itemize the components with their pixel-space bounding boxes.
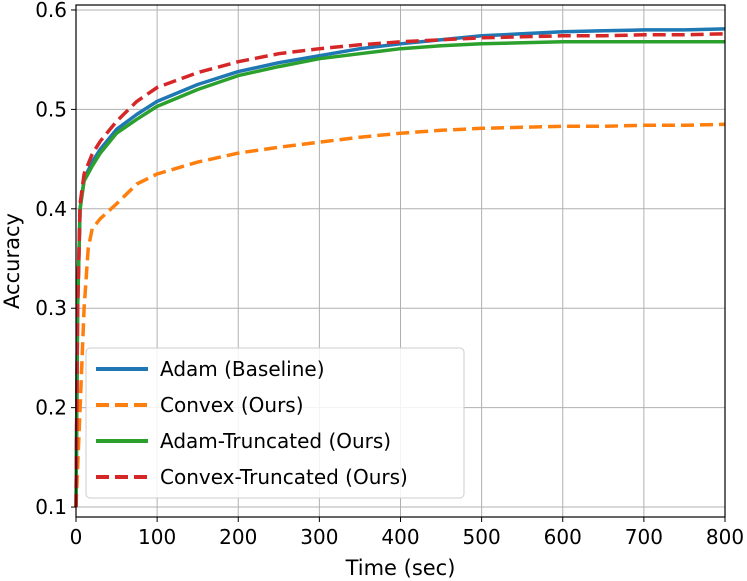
legend: Adam (Baseline) Convex (Ours) Adam-Truncat…: [85, 347, 465, 499]
x-tick-label: 700: [625, 525, 663, 549]
y-tick-label: 0.5: [35, 97, 67, 121]
y-tick-label: 0.4: [35, 197, 67, 221]
x-tick-label: 200: [219, 525, 257, 549]
legend-label: Adam-Truncated (Ours): [160, 429, 391, 453]
axis-ticks: 0 100 200 300 400 500 600 700 800 0.1 0.2 0.3 0.4 0.5…: [35, 0, 744, 549]
x-axis-label: Time (sec): [345, 556, 456, 580]
legend-label: Convex (Ours): [160, 393, 304, 417]
x-tick-label: 300: [300, 525, 338, 549]
x-tick-label: 100: [138, 525, 176, 549]
legend-label: Adam (Baseline): [160, 357, 325, 381]
y-tick-label: 0.1: [35, 495, 67, 519]
x-tick-label: 500: [463, 525, 501, 549]
y-tick-label: 0.2: [35, 396, 67, 420]
x-tick-label: 800: [706, 525, 744, 549]
series-line-2: [74, 122, 726, 508]
x-tick-label: 0: [70, 525, 83, 549]
x-tick-label: 400: [381, 525, 419, 549]
x-tick-label: 600: [544, 525, 582, 549]
series-line-3: [74, 40, 725, 508]
legend-box: [85, 347, 465, 499]
y-tick-label: 0.6: [35, 0, 67, 22]
legend-label: Convex-Truncated (Ours): [160, 465, 408, 489]
y-axis-label: Accuracy: [0, 213, 24, 309]
y-tick-label: 0.3: [35, 296, 67, 320]
series-lines: [74, 27, 726, 508]
series-line-4: [74, 32, 726, 508]
